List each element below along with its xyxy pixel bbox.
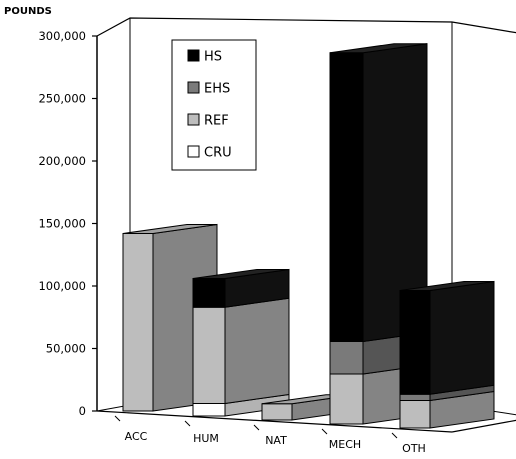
legend-label-cru: CRU: [204, 146, 232, 161]
y-tick-label: 100,000: [38, 279, 86, 293]
y-tick-label: 250,000: [38, 92, 86, 106]
bar-top-acc: [122, 224, 218, 234]
bar-top-mech: [329, 43, 428, 54]
legend-label-hs: HS: [204, 50, 222, 65]
bar-top-hum: [192, 269, 290, 279]
back-wall-top-edge: [96, 17, 516, 37]
bar-segment-ehs: [329, 341, 364, 375]
legend-swatch-cru: [187, 145, 200, 158]
x-tick: [114, 415, 121, 422]
bar-stack-oth: [399, 280, 495, 429]
legend-box: [171, 39, 257, 171]
x-tick-label: OTH: [402, 442, 426, 455]
x-axis: ACC HUM NAT MECH OTH: [114, 415, 426, 455]
bar-segment-hs: [399, 290, 431, 395]
legend-swatch-ehs: [187, 81, 200, 94]
x-tick: [253, 424, 260, 431]
floor-right-edge: [451, 419, 516, 433]
bar-segment-hs: [329, 52, 364, 342]
legend-swatch-hs: [187, 49, 200, 62]
floor-front-edge: [96, 410, 453, 433]
bar-stack-hum: [192, 268, 290, 417]
bars: [122, 43, 495, 429]
x-tick-label: ACC: [125, 430, 148, 443]
bar-segment-hs: [192, 278, 226, 308]
x-tick-label: HUM: [193, 432, 219, 445]
bar-segment-ref: [329, 373, 364, 425]
legend: HS EHS REF CRU: [171, 39, 257, 171]
bar-segment-ref: [192, 306, 226, 404]
bar-segment-ref: [399, 400, 431, 429]
x-tick: [184, 420, 191, 427]
legend-swatch-ref: [187, 113, 200, 126]
bar-segment-ehs: [399, 393, 431, 401]
bar-side-hs: [429, 280, 495, 395]
legend-label-ref: REF: [204, 114, 229, 129]
bar-segment-ref: [122, 233, 154, 412]
y-axis: POUNDS 0 50,000 100,000 150,000 200,000 250,0…: [4, 6, 97, 418]
y-tick-label: 300,000: [38, 29, 86, 43]
y-tick-label: 50,000: [46, 342, 86, 356]
x-tick-label: MECH: [329, 438, 361, 451]
x-tick: [391, 432, 398, 439]
x-tick: [321, 428, 328, 435]
bar-top-oth: [399, 281, 495, 291]
y-tick-label: 200,000: [38, 154, 86, 168]
y-tick-label: 150,000: [38, 217, 86, 231]
bar-segment-cru: [192, 403, 226, 417]
bar-segment-ref: [261, 403, 293, 421]
legend-label-ehs: EHS: [204, 82, 230, 97]
y-tick-label: 0: [79, 404, 86, 418]
bar-side-ref: [224, 297, 290, 405]
y-axis-unit-label: POUNDS: [4, 6, 52, 17]
x-tick-label: NAT: [265, 434, 287, 447]
